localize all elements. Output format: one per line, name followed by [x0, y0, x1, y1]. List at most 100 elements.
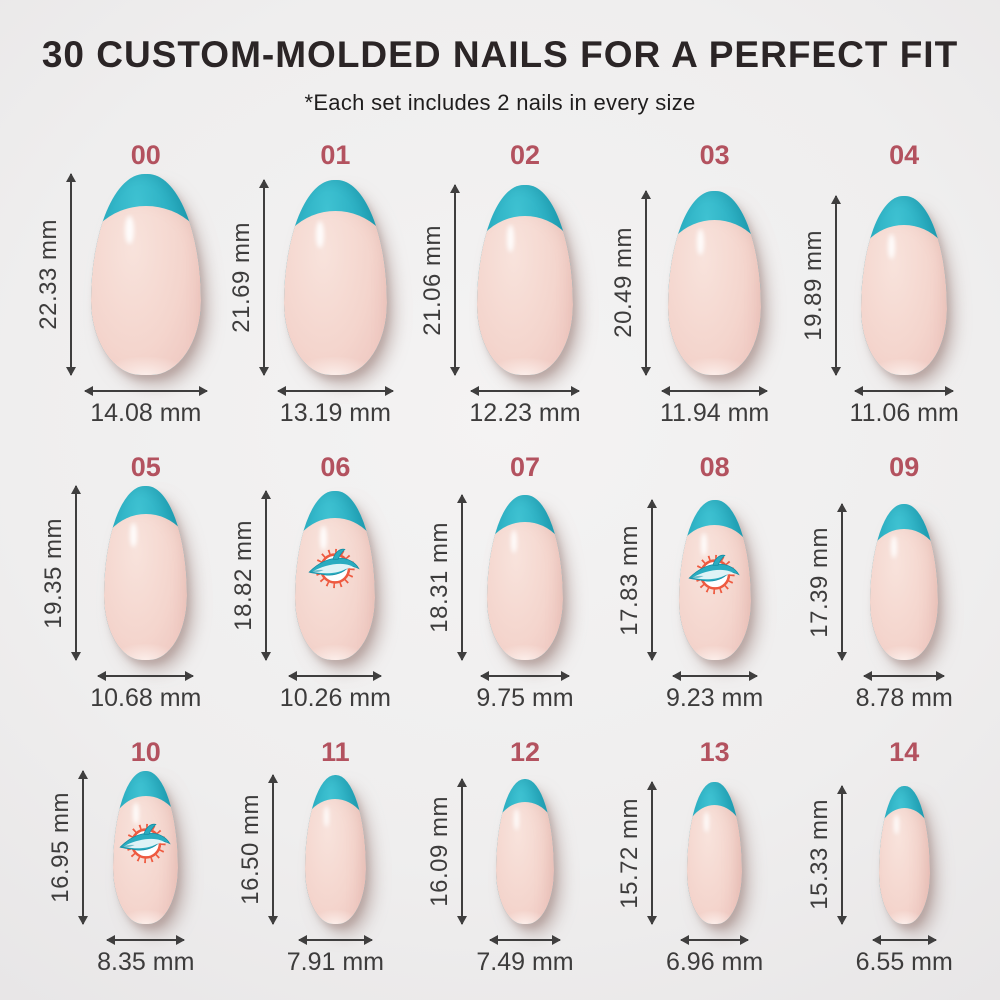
width-arrow-icon	[106, 934, 186, 945]
height-label: 21.06 mm	[419, 224, 447, 336]
size-number: 10	[130, 737, 161, 768]
size-number: 12	[509, 737, 541, 768]
gloss-highlight	[704, 811, 709, 832]
nail-size-cell-08: 08 17.83 mm 9.23 mm	[595, 452, 785, 713]
nail-size-cell-09: 09 17.39 mm 8.78 mm	[784, 452, 974, 713]
nail-bed	[295, 517, 376, 661]
width-measure: 6.96 mm	[666, 934, 763, 977]
width-arrow-icon	[297, 934, 373, 945]
nail-area	[476, 771, 573, 924]
nail-bed	[477, 215, 573, 375]
nail-size-cell-00: 00 22.33 mm 14.08 mm	[26, 140, 216, 428]
nail-size-cell-13: 13 15.72 mm 6.96 mm	[595, 737, 785, 977]
nail-area	[85, 174, 207, 375]
nail-bed	[678, 525, 751, 661]
height-measure: 17.39 mm	[806, 502, 847, 661]
nail-size-cell-01: 01 21.69 mm 13.19 mm	[216, 140, 406, 428]
nail-bed	[861, 224, 948, 375]
height-label: 19.35 mm	[40, 517, 68, 629]
width-label: 8.78 mm	[855, 684, 953, 713]
gloss-highlight	[696, 229, 705, 256]
miami-dolphins-logo-icon	[115, 820, 177, 867]
width-arrow-icon	[671, 671, 758, 682]
width-measure: 13.19 mm	[276, 385, 394, 428]
width-arrow-icon	[488, 934, 562, 945]
nail-bed	[283, 210, 387, 375]
press-on-nail	[878, 785, 930, 924]
height-arrow-icon	[71, 484, 82, 662]
nail-area	[666, 771, 763, 924]
nail-area	[90, 485, 201, 661]
nail-area	[856, 486, 953, 661]
size-number: 02	[509, 140, 541, 170]
nail-bed	[104, 513, 188, 661]
height-arrow-icon	[260, 489, 271, 662]
height-arrow-icon	[640, 189, 651, 377]
height-label: 18.82 mm	[229, 520, 257, 631]
size-number: 00	[130, 140, 161, 170]
gloss-highlight	[320, 526, 327, 550]
width-arrow-icon	[661, 385, 769, 396]
height-arrow-icon	[836, 502, 847, 661]
gloss-highlight	[887, 233, 895, 259]
width-label: 13.19 mm	[279, 398, 391, 427]
width-label: 14.08 mm	[90, 398, 202, 427]
width-measure: 10.68 mm	[90, 671, 201, 713]
press-on-nail	[495, 778, 555, 924]
height-measure: 21.69 mm	[228, 178, 269, 377]
height-label: 18.31 mm	[426, 522, 454, 634]
nail-bed	[113, 795, 179, 924]
size-number: 13	[699, 737, 730, 768]
press-on-nail	[486, 495, 564, 661]
width-measure: 7.49 mm	[476, 934, 574, 977]
size-row-3: 10 16.95 mm 8.35 mm 1	[0, 737, 1000, 977]
miami-dolphins-logo-icon	[304, 545, 366, 592]
gloss-highlight	[513, 809, 519, 830]
nail-size-cell-03: 03 20.49 mm 11.94 mm	[595, 140, 785, 428]
width-arrow-icon	[854, 385, 955, 396]
nail-area	[476, 486, 573, 661]
nail-size-cell-06: 06 18.82 mm 10.26 mm	[216, 452, 406, 713]
width-arrow-icon	[97, 671, 195, 682]
page-subtitle: *Each set includes 2 nails in every size	[304, 90, 696, 115]
height-label: 16.95 mm	[47, 792, 75, 903]
nail-size-cell-12: 12 16.09 mm 7.49 mm	[405, 737, 595, 977]
height-measure: 16.95 mm	[47, 770, 89, 925]
width-measure: 12.23 mm	[469, 385, 581, 428]
height-arrow-icon	[267, 774, 278, 925]
height-measure: 18.31 mm	[426, 494, 468, 661]
nail-area	[850, 174, 959, 375]
height-label: 19.89 mm	[799, 230, 827, 341]
width-arrow-icon	[680, 934, 750, 945]
size-grid: 00 22.33 mm 14.08 mm	[0, 140, 1000, 977]
nail-area	[666, 486, 763, 661]
gloss-highlight	[891, 536, 897, 559]
width-measure: 14.08 mm	[83, 385, 208, 428]
width-measure: 7.91 mm	[287, 934, 384, 977]
width-measure: 9.75 mm	[476, 671, 574, 713]
height-arrow-icon	[457, 777, 468, 925]
height-label: 17.83 mm	[615, 524, 643, 636]
width-label: 9.75 mm	[476, 684, 574, 713]
width-arrow-icon	[83, 385, 208, 396]
height-arrow-icon	[836, 784, 847, 925]
width-measure: 11.94 mm	[660, 385, 769, 428]
height-label: 22.33 mm	[34, 219, 62, 330]
height-label: 16.50 mm	[236, 794, 264, 905]
width-measure: 8.78 mm	[855, 671, 953, 713]
nail-bed	[486, 521, 564, 661]
width-arrow-icon	[470, 385, 581, 396]
height-arrow-icon	[258, 178, 269, 377]
miami-dolphins-logo-icon	[684, 551, 746, 598]
nail-area	[856, 771, 953, 924]
height-label: 15.72 mm	[615, 797, 643, 909]
height-label: 16.09 mm	[426, 795, 454, 907]
size-number: 03	[699, 140, 730, 170]
gloss-highlight	[133, 803, 139, 825]
height-measure: 18.82 mm	[229, 489, 271, 662]
nail-bed	[878, 807, 930, 924]
nail-bed	[90, 206, 201, 375]
height-arrow-icon	[78, 770, 89, 925]
nail-size-cell-07: 07 18.31 mm 9.75 mm	[405, 452, 595, 713]
